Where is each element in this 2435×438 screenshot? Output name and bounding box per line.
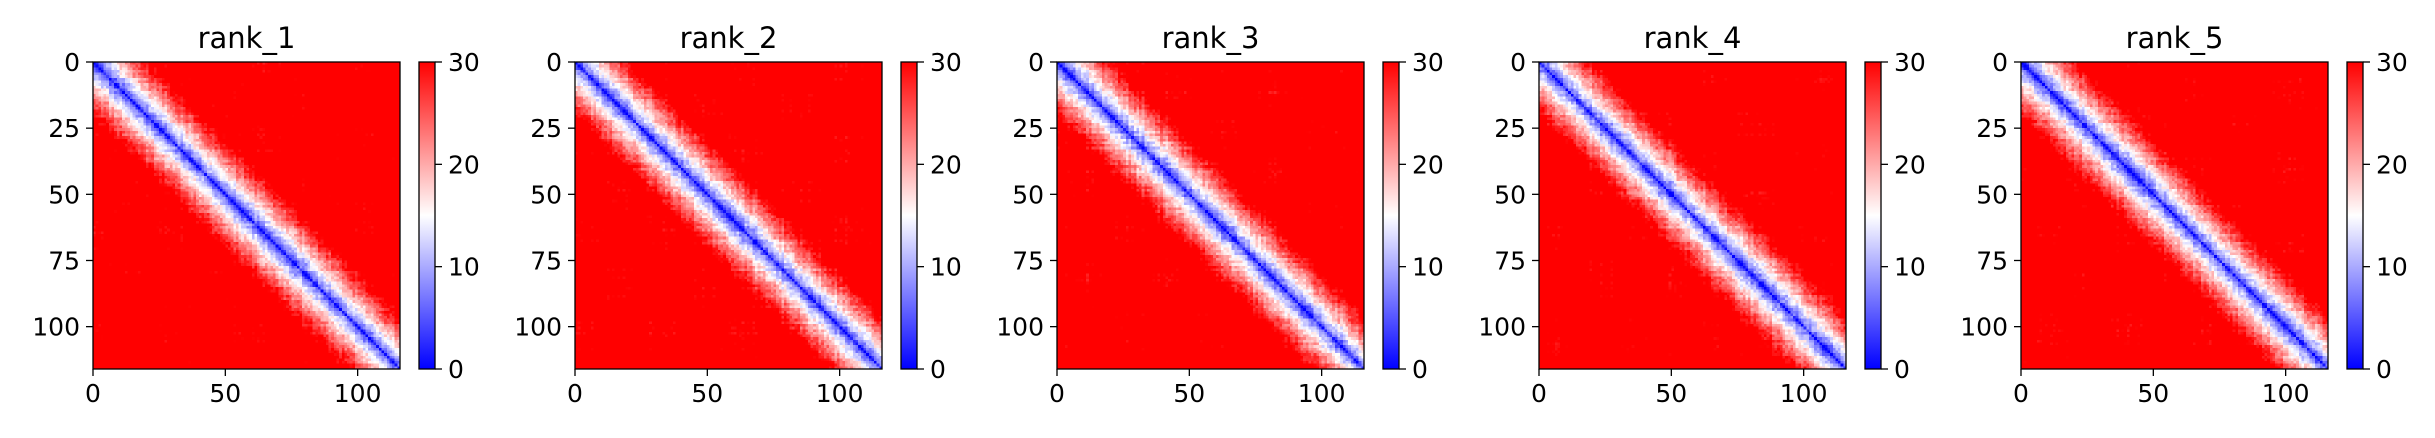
colorbar-tick-label: 30 xyxy=(2376,48,2408,77)
panel-title: rank_2 xyxy=(680,21,778,55)
x-tick-label: 50 xyxy=(691,379,723,408)
heatmap-panel: rank_5 0 50 100 0 25 50 75 100 0 10 20 30 xyxy=(1960,21,2408,408)
colorbar xyxy=(2347,62,2363,369)
heatmap-cells xyxy=(2021,62,2328,369)
heatmap-cells xyxy=(93,62,400,369)
panel-title: rank_4 xyxy=(1644,21,1742,55)
colorbar-tick-label: 0 xyxy=(1412,355,1428,384)
colorbar-tick-label: 0 xyxy=(1894,355,1910,384)
heatmap-cells xyxy=(1539,62,1846,369)
y-tick-label: 75 xyxy=(1012,246,1044,275)
x-tick-label: 0 xyxy=(567,379,583,408)
colorbar-frame xyxy=(1382,61,1400,370)
y-tick-label: 50 xyxy=(530,180,562,209)
y-tick-label: 75 xyxy=(1976,246,2008,275)
colorbar-tick-label: 30 xyxy=(1894,48,1926,77)
colorbar-frame xyxy=(418,61,436,370)
y-tick-label: 75 xyxy=(530,246,562,275)
y-tick-label: 25 xyxy=(1494,114,1526,143)
colorbar xyxy=(901,62,917,369)
y-tick-label: 100 xyxy=(514,313,562,342)
y-tick-label: 0 xyxy=(1510,48,1526,77)
x-tick-label: 0 xyxy=(2013,379,2029,408)
heatmap-panel: rank_4 0 50 100 0 25 50 75 100 0 10 20 30 xyxy=(1478,21,1926,408)
x-tick-label: 100 xyxy=(2262,379,2310,408)
x-tick-label: 100 xyxy=(1780,379,1828,408)
heatmap-cells xyxy=(1057,62,1364,369)
colorbar-tick-label: 20 xyxy=(930,150,962,179)
x-tick-label: 50 xyxy=(209,379,241,408)
colorbar-tick-label: 20 xyxy=(2376,150,2408,179)
colorbar-tick-label: 20 xyxy=(1894,150,1926,179)
y-tick-label: 100 xyxy=(1960,313,2008,342)
colorbar-frame xyxy=(900,61,918,370)
colorbar-tick-label: 0 xyxy=(448,355,464,384)
x-tick-label: 0 xyxy=(1049,379,1065,408)
colorbar-frame xyxy=(2346,61,2364,370)
colorbar-tick-label: 10 xyxy=(1894,253,1926,282)
colorbar-tick-label: 10 xyxy=(2376,253,2408,282)
y-tick-label: 75 xyxy=(1494,246,1526,275)
x-tick-label: 50 xyxy=(2137,379,2169,408)
colorbar-tick-label: 30 xyxy=(930,48,962,77)
y-tick-label: 75 xyxy=(48,246,80,275)
x-tick-label: 100 xyxy=(816,379,864,408)
axes-frame xyxy=(1056,61,1365,370)
panel-title: rank_5 xyxy=(2126,21,2224,55)
x-tick-label: 100 xyxy=(1298,379,1346,408)
y-tick-label: 25 xyxy=(1012,114,1044,143)
colorbar-tick-label: 10 xyxy=(448,253,480,282)
colorbar-tick-label: 0 xyxy=(2376,355,2392,384)
x-tick-label: 0 xyxy=(85,379,101,408)
colorbar xyxy=(1383,62,1399,369)
y-tick-label: 100 xyxy=(32,313,80,342)
y-tick-label: 0 xyxy=(546,48,562,77)
y-tick-label: 0 xyxy=(1992,48,2008,77)
colorbar-tick-label: 20 xyxy=(448,150,480,179)
x-tick-label: 50 xyxy=(1173,379,1205,408)
colorbar xyxy=(419,62,435,369)
y-tick-label: 50 xyxy=(1976,180,2008,209)
y-tick-label: 100 xyxy=(996,313,1044,342)
axes-frame xyxy=(92,61,401,370)
colorbar-tick-label: 10 xyxy=(930,253,962,282)
y-tick-label: 50 xyxy=(1012,180,1044,209)
y-tick-label: 25 xyxy=(530,114,562,143)
y-tick-label: 50 xyxy=(48,180,80,209)
panel-title: rank_1 xyxy=(198,21,296,55)
axes-frame xyxy=(1538,61,1847,370)
heatmap-panel: rank_1 0 50 100 0 25 50 75 100 0 10 20 30 xyxy=(32,21,480,408)
x-tick-label: 50 xyxy=(1655,379,1687,408)
colorbar-tick-label: 10 xyxy=(1412,253,1444,282)
y-tick-label: 50 xyxy=(1494,180,1526,209)
x-tick-label: 0 xyxy=(1531,379,1547,408)
y-tick-label: 0 xyxy=(64,48,80,77)
axes-frame xyxy=(2020,61,2329,370)
colorbar-tick-label: 30 xyxy=(448,48,480,77)
colorbar xyxy=(1865,62,1881,369)
colorbar-tick-label: 30 xyxy=(1412,48,1444,77)
y-tick-label: 25 xyxy=(48,114,80,143)
y-tick-label: 100 xyxy=(1478,313,1526,342)
axes-frame xyxy=(574,61,883,370)
colorbar-tick-label: 0 xyxy=(930,355,946,384)
y-tick-label: 25 xyxy=(1976,114,2008,143)
x-tick-label: 100 xyxy=(334,379,382,408)
heatmap-panel: rank_2 0 50 100 0 25 50 75 100 0 10 20 30 xyxy=(514,21,962,408)
y-tick-label: 0 xyxy=(1028,48,1044,77)
heatmap-cells xyxy=(575,62,882,369)
panel-title: rank_3 xyxy=(1162,21,1260,55)
colorbar-tick-label: 20 xyxy=(1412,150,1444,179)
colorbar-frame xyxy=(1864,61,1882,370)
heatmap-panel: rank_3 0 50 100 0 25 50 75 100 0 10 20 30 xyxy=(996,21,1444,408)
